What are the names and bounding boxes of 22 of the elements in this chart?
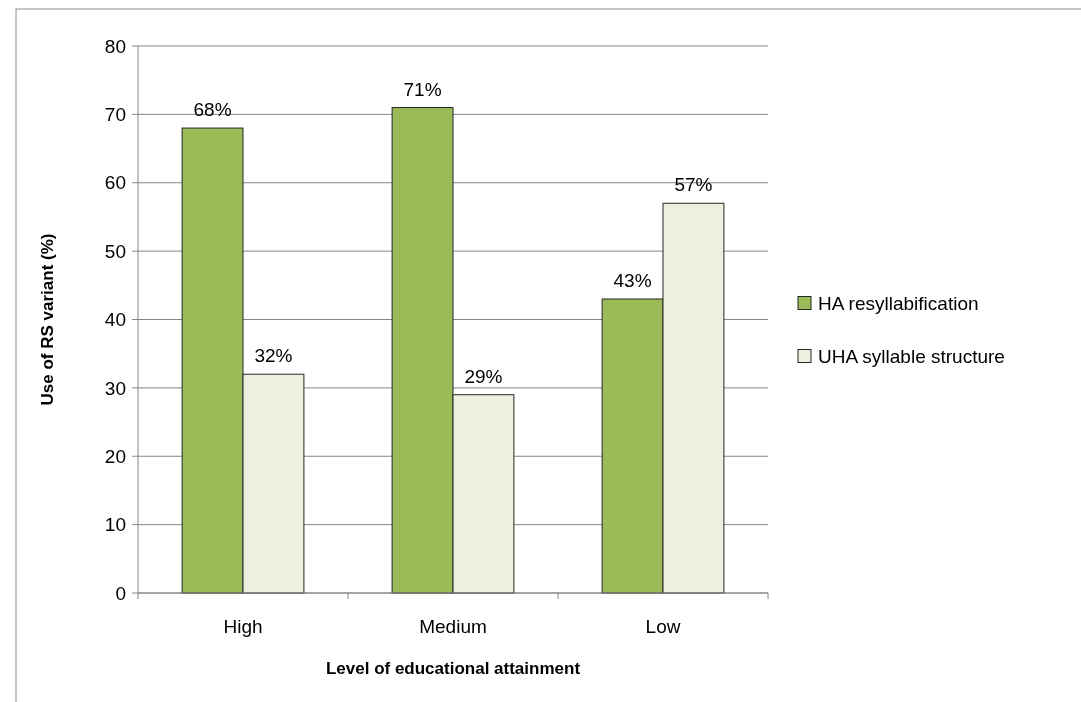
legend-label: UHA syllable structure: [818, 346, 1005, 368]
y-tick-label: 0: [115, 582, 126, 604]
data-label: 68%: [193, 99, 232, 121]
data-label: 43%: [613, 269, 652, 291]
y-tick-label: 40: [104, 309, 126, 331]
y-tick-label: 50: [104, 240, 126, 262]
y-axis-title: Use of RS variant (%): [38, 233, 57, 406]
y-tick-label: 20: [104, 445, 126, 467]
y-tick-label: 60: [104, 172, 126, 194]
x-axis-title: Level of educational attainment: [325, 659, 581, 678]
y-tick-label: 80: [104, 35, 126, 57]
data-label: 57%: [674, 174, 713, 196]
x-tick-label: Low: [645, 616, 681, 637]
y-tick-label: 70: [104, 104, 126, 126]
data-label: 71%: [403, 78, 442, 100]
x-tick-label: Medium: [419, 616, 487, 637]
x-tick-label: High: [223, 616, 263, 637]
legend-label: HA resyllabification: [818, 293, 979, 315]
data-label: 29%: [464, 365, 503, 387]
y-tick-label: 10: [104, 514, 126, 536]
y-tick-label: 30: [104, 377, 126, 399]
data-label: 32%: [254, 345, 293, 367]
